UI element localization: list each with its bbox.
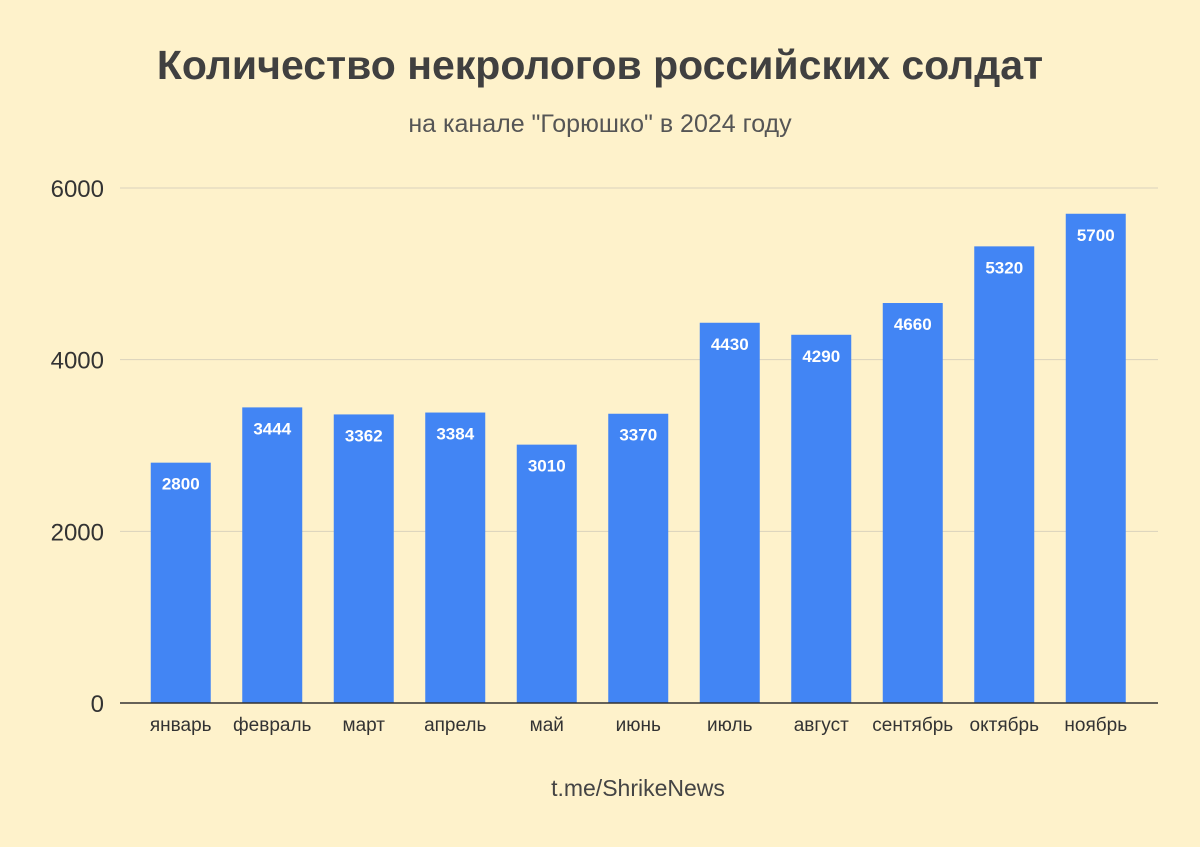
bar [242,407,303,703]
bar-value-label: 3384 [436,425,474,444]
bar-value-label: 4430 [711,335,749,354]
bars [150,213,1126,703]
bar-value-label: 3444 [253,419,291,438]
bar-value-label: 3010 [528,457,566,476]
bar-value-label: 3362 [345,426,383,445]
bar-value-label: 4290 [802,347,840,366]
y-tick-label: 4000 [51,348,104,375]
x-tick-label: июнь [616,715,661,736]
bar [333,414,394,703]
bar-value-label: 3370 [619,426,657,445]
chart-subtitle: на канале "Горюшко" в 2024 году [408,110,792,138]
bar [882,303,943,703]
bar-value-label: 5700 [1077,226,1115,245]
x-tick-label: апрель [424,715,486,736]
y-axis-ticks: 0 2000 4000 6000 [51,176,104,718]
x-tick-label: ноябрь [1064,715,1127,736]
x-tick-label: май [530,715,564,736]
x-tick-label: август [794,715,849,736]
y-tick-label: 2000 [51,519,104,546]
bar-chart: 0 2000 4000 6000 2800 3444 3362 3384 3010 3370 44… [51,176,1158,736]
bar-value-label: 5320 [985,258,1023,277]
bar-value-label: 4660 [894,315,932,334]
x-tick-label: март [343,715,386,736]
bar-value-labels: 2800 3444 3362 3384 3010 3370 4430 4290 4660 5320… [162,226,1115,494]
source-link[interactable]: t.me/ShrikeNews [551,775,725,801]
bar [425,412,486,703]
bar [516,444,577,703]
bar [1065,213,1126,703]
bar [699,322,760,703]
chart-title: Количество некрологов российских солдат [156,42,1044,88]
footer: t.me/ShrikeNews [0,775,1200,805]
bar [974,246,1035,703]
x-axis-ticks: январь февраль март апрель май июнь июль август… [150,715,1127,736]
bar [150,462,211,703]
x-tick-label: январь [150,715,212,736]
bar-value-label: 2800 [162,475,200,494]
x-tick-label: октябрь [970,715,1040,736]
x-tick-label: февраль [233,715,312,736]
x-tick-label: июль [707,715,753,736]
bar [791,334,852,703]
y-tick-label: 6000 [51,176,104,203]
x-tick-label: сентябрь [872,715,953,736]
y-tick-label: 0 [91,691,104,718]
bar [608,413,669,703]
